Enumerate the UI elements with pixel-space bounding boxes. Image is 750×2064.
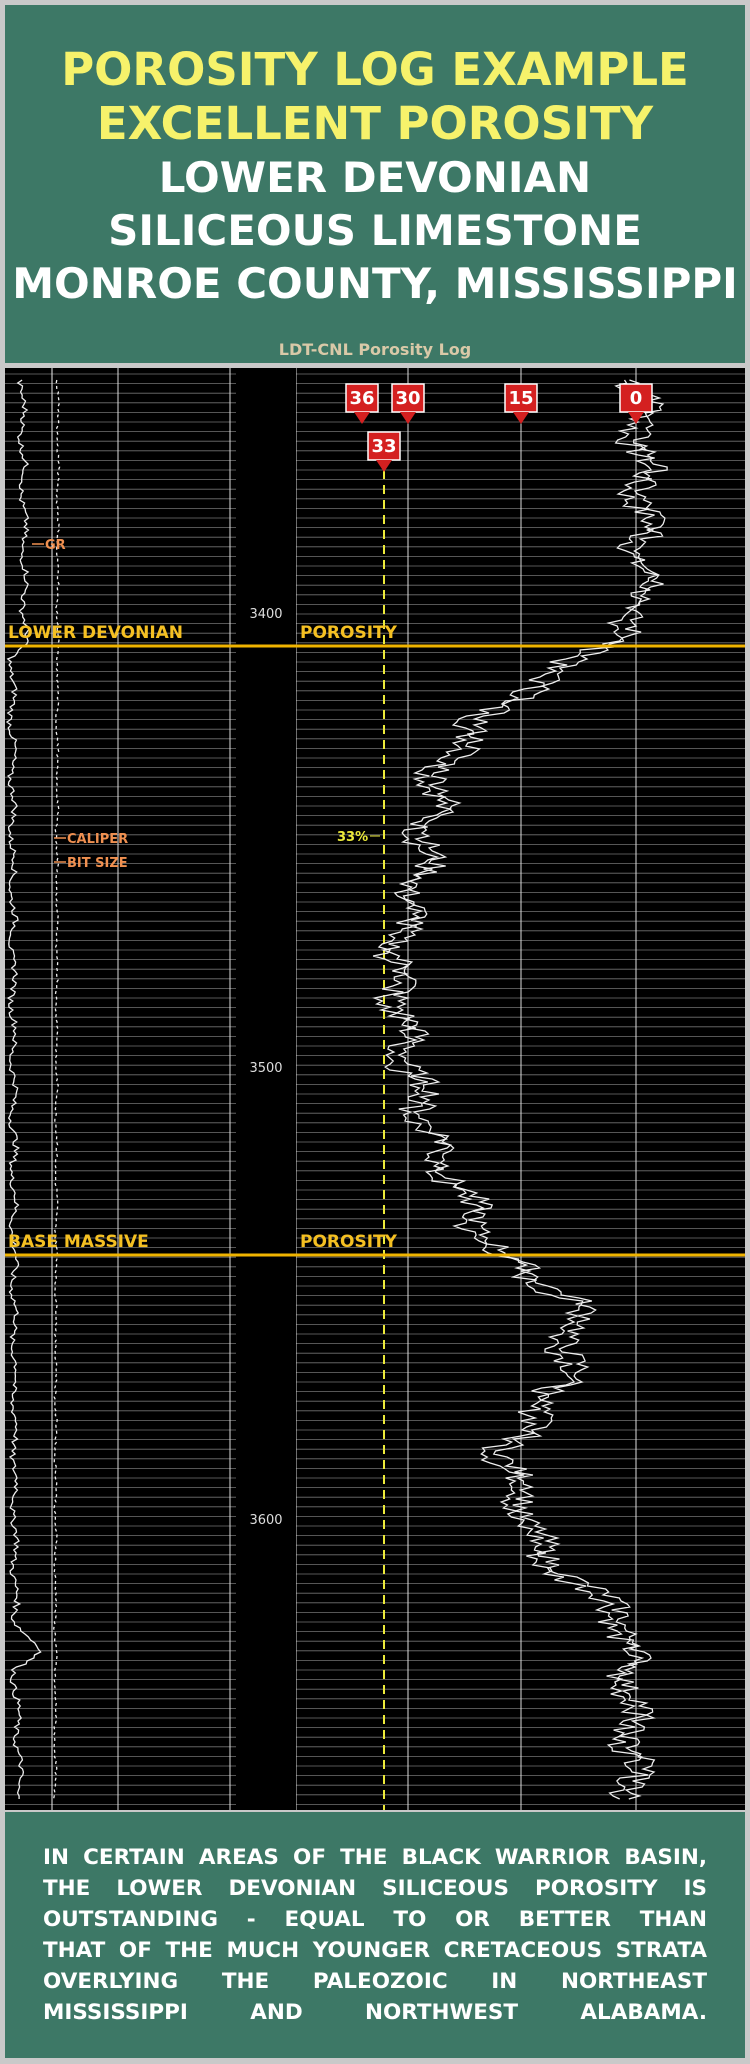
marker-pointer xyxy=(400,412,416,424)
gamma-ray-curve xyxy=(5,379,42,1799)
depth-label: 3600 xyxy=(249,1513,282,1528)
subtitle: LOWER DEVONIAN xyxy=(158,153,592,202)
density-porosity-curve xyxy=(372,379,660,1800)
title: EXCELLENT POROSITY xyxy=(96,97,654,150)
footer-line: MISSISSIPPI AND NORTHWEST ALABAMA. xyxy=(43,2000,707,2025)
title: POROSITY LOG EXAMPLE xyxy=(61,43,689,96)
footer-line: THAT OF THE MUCH YOUNGER CRETACEOUS STRA… xyxy=(43,1938,707,1963)
marker-label: 15 xyxy=(508,388,533,409)
well-log: LOWER DEVONIAN POROSITY BASE MASSIVE POROSI… xyxy=(5,368,745,1810)
cutoff-annotation: 33% xyxy=(337,830,368,845)
marker-label: 33 xyxy=(371,436,396,457)
marker-pointer xyxy=(354,412,370,424)
footer-line: IN CERTAIN AREAS OF THE BLACK WARRIOR BA… xyxy=(43,1845,707,1870)
scale-marker xyxy=(619,383,653,413)
top-label: POROSITY xyxy=(300,1232,398,1252)
footer-line: OVERLYING THE PALEOZOIC IN NORTHEAST xyxy=(43,1969,707,1994)
log-background xyxy=(5,368,745,1810)
subtitle: SILICEOUS LIMESTONE xyxy=(108,206,642,255)
marker-pointer xyxy=(628,412,644,424)
footer-line: OUTSTANDING - EQUAL TO OR BETTER THAN xyxy=(43,1907,707,1932)
top-label: LOWER DEVONIAN xyxy=(8,623,183,643)
depth-track xyxy=(236,368,296,1810)
marker-label: 36 xyxy=(349,388,374,409)
curve-label: BIT SIZE xyxy=(67,856,128,871)
depth-label: 3400 xyxy=(249,607,282,622)
neutron-porosity-curve xyxy=(380,379,668,1800)
scale-marker xyxy=(367,431,401,461)
marker-label: 30 xyxy=(395,388,420,409)
scale-marker xyxy=(391,383,425,413)
marker-pointer xyxy=(513,412,529,424)
curve-label: CALIPER xyxy=(67,832,128,847)
footer-line: THE LOWER DEVONIAN SILICEOUS POROSITY IS xyxy=(43,1876,707,1901)
caliper-curve xyxy=(52,379,61,1800)
top-label: POROSITY xyxy=(300,623,398,643)
footer: IN CERTAIN AREAS OF THE BLACK WARRIOR BA… xyxy=(5,1812,745,2058)
subtitle: MONROE COUNTY, MISSISSIPPI xyxy=(12,259,738,308)
scale-marker xyxy=(345,383,379,413)
depth-label: 3500 xyxy=(249,1061,282,1076)
marker-label: 0 xyxy=(630,388,643,409)
curve-label: GR xyxy=(45,538,66,553)
log-caption: LDT-CNL Porosity Log xyxy=(278,340,472,359)
header: POROSITY LOG EXAMPLE EXCELLENT POROSITY … xyxy=(5,5,745,363)
top-label: BASE MASSIVE xyxy=(8,1232,149,1252)
marker-pointer xyxy=(376,460,392,472)
